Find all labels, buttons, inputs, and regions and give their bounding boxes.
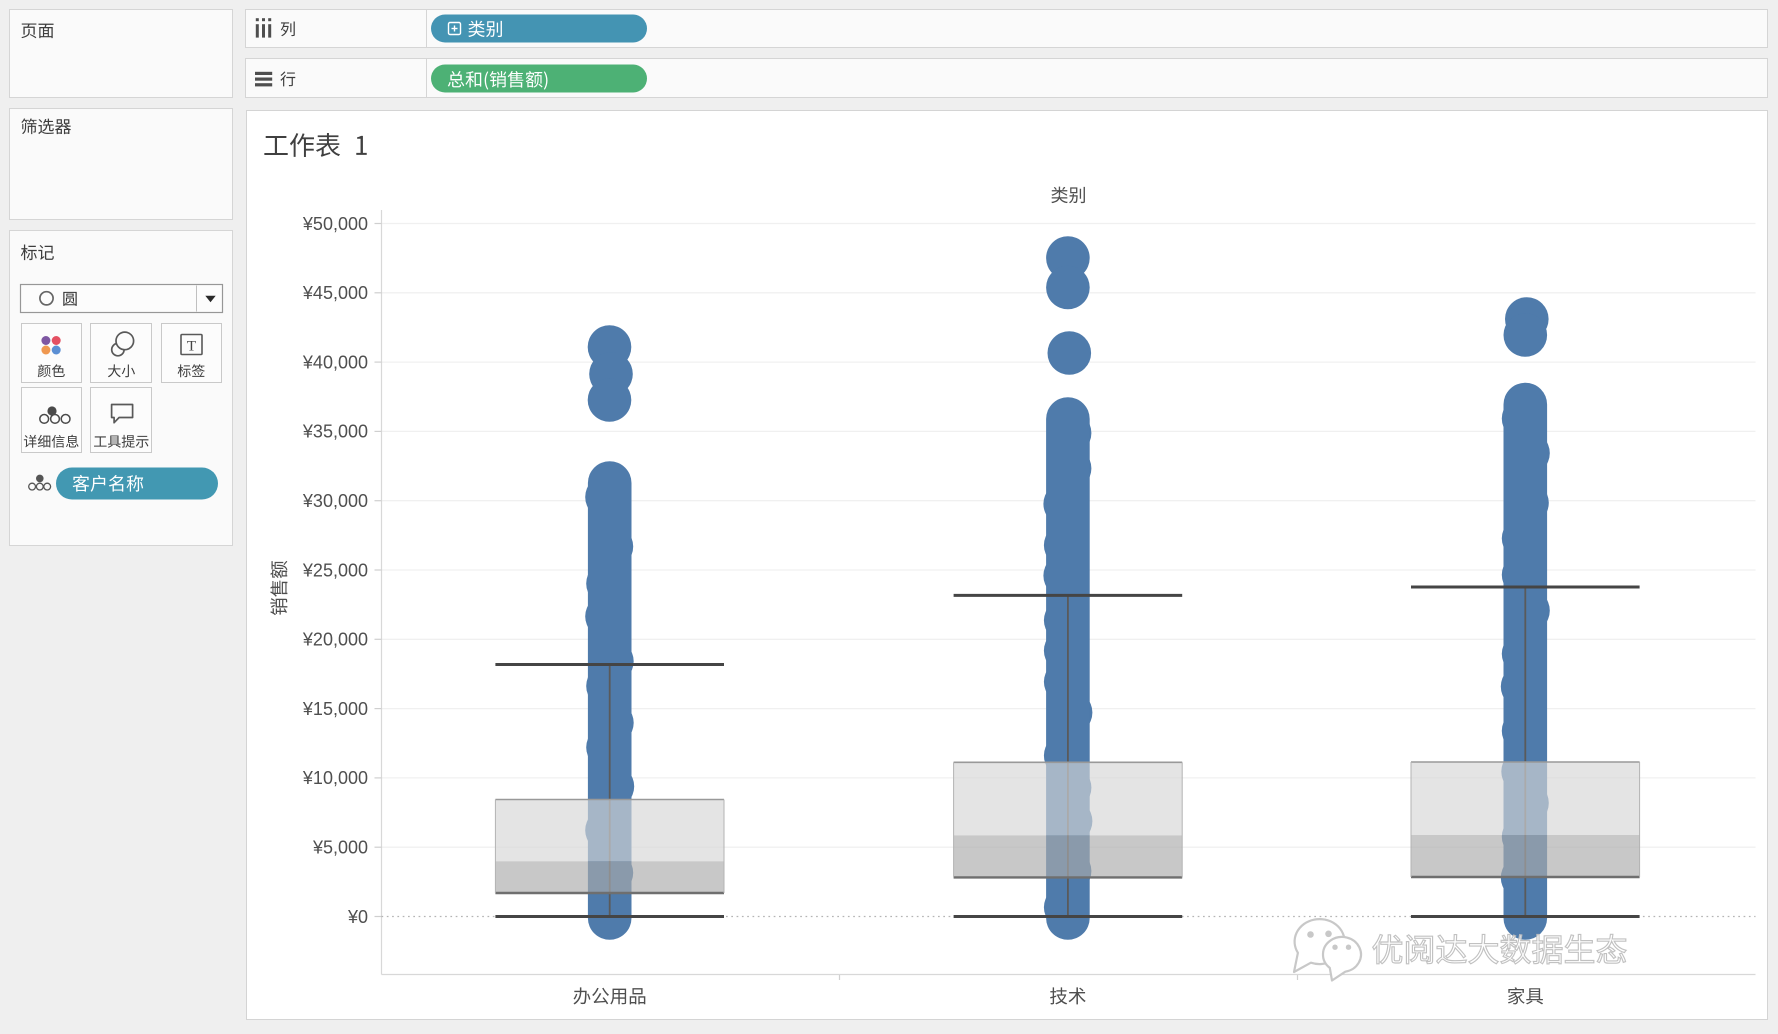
svg-text:¥30,000: ¥30,000 <box>302 491 368 511</box>
svg-text:¥5,000: ¥5,000 <box>312 838 368 858</box>
svg-text:¥50,000: ¥50,000 <box>302 214 368 234</box>
svg-text:¥25,000: ¥25,000 <box>302 560 368 580</box>
svg-text:T: T <box>187 339 196 355</box>
svg-text:¥20,000: ¥20,000 <box>302 630 368 650</box>
svg-text:¥45,000: ¥45,000 <box>302 283 368 303</box>
svg-text:¥40,000: ¥40,000 <box>302 352 368 372</box>
svg-text:¥35,000: ¥35,000 <box>302 422 368 442</box>
svg-text:¥15,000: ¥15,000 <box>302 699 368 719</box>
svg-text:¥10,000: ¥10,000 <box>302 768 368 788</box>
svg-text:¥0: ¥0 <box>347 907 368 927</box>
